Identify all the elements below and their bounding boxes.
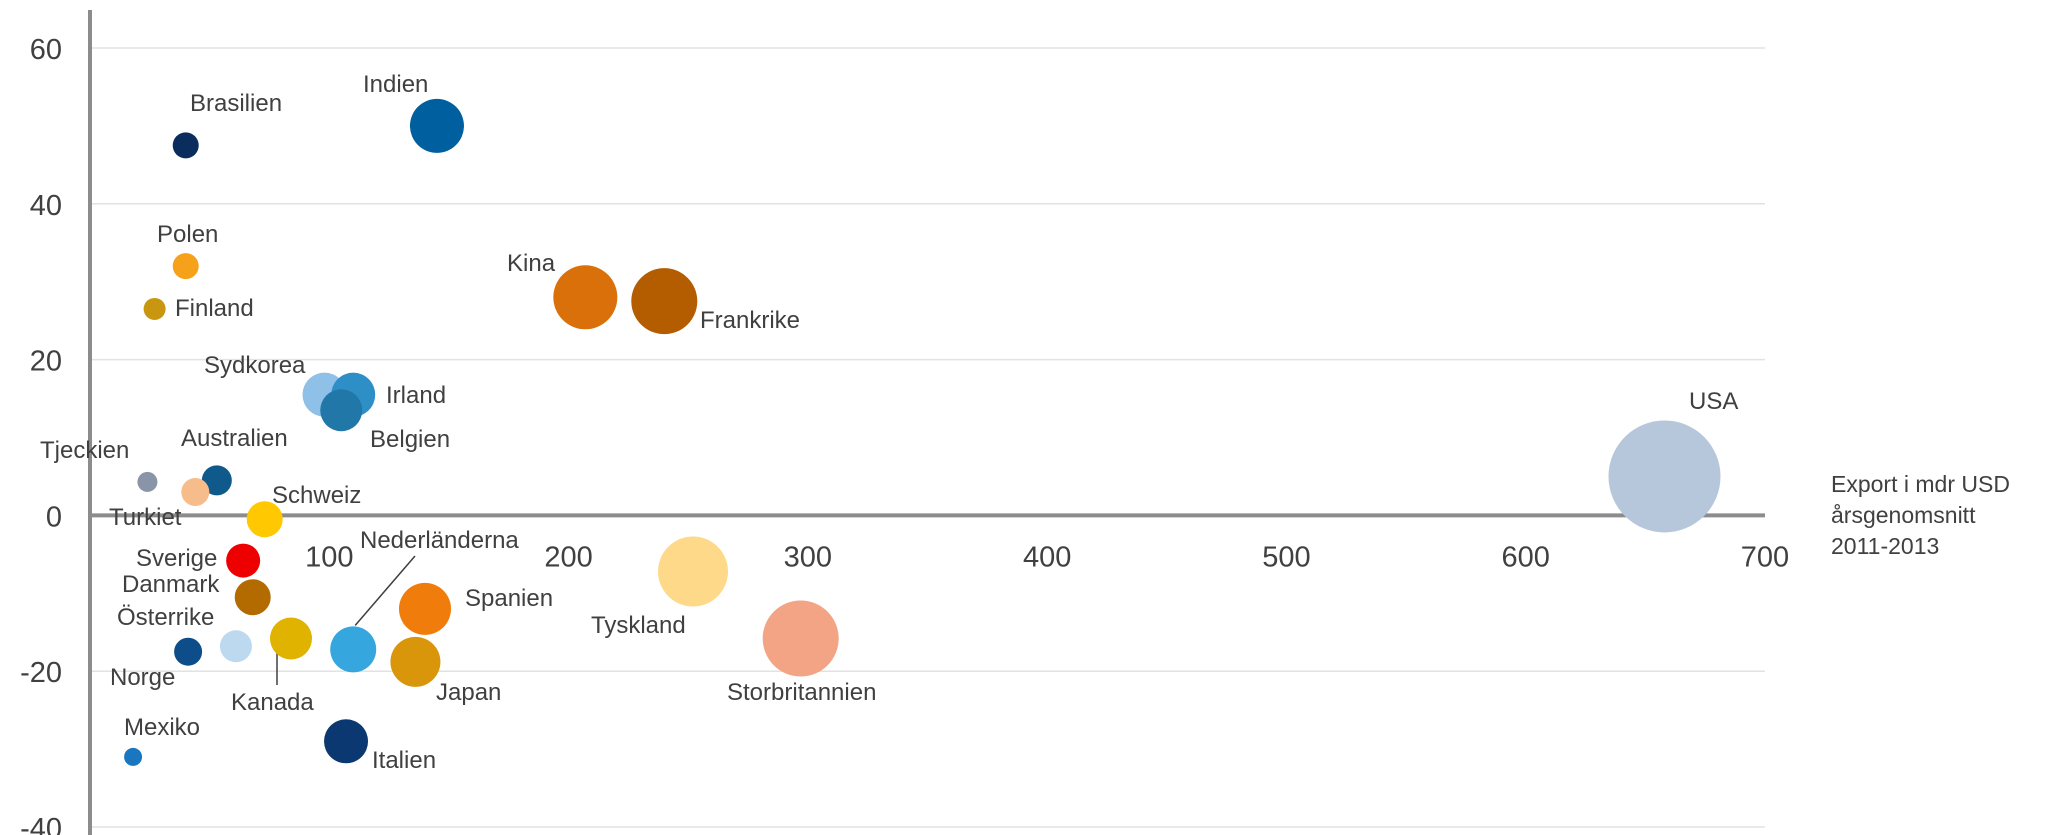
x-tick-label: 500: [1262, 541, 1310, 573]
bubble-usa: [1608, 420, 1721, 533]
label-irland: Irland: [386, 382, 446, 409]
y-tick-label: 40: [30, 190, 62, 222]
bubble--sterrike: [219, 630, 252, 663]
x-axis-note: Export i mdr USD årsgenomsnitt 2011-2013: [1831, 471, 2016, 559]
label-tjeckien: Tjeckien: [40, 437, 129, 464]
x-axis-note-line-2: årsgenomsnitt: [1831, 502, 1976, 528]
leader-nederlanderna: [354, 555, 416, 626]
bubble-kanada: [270, 617, 312, 660]
bubble-danmark: [234, 579, 271, 616]
label-australien: Australien: [181, 425, 288, 452]
label-spanien: Spanien: [465, 585, 553, 612]
bubble-frankrike: [631, 268, 698, 335]
bubble-turkiet: [181, 478, 210, 507]
label-norge: Norge: [110, 664, 175, 691]
x-tick-label: 100: [305, 541, 353, 573]
label-mexiko: Mexiko: [124, 714, 200, 741]
bubble-tjeckien: [137, 471, 158, 492]
bubble-italien: [324, 719, 369, 764]
bubble-schweiz: [246, 501, 283, 538]
x-tick-label: 200: [544, 541, 592, 573]
bubble-sverige: [226, 543, 261, 578]
label-polen: Polen: [157, 221, 218, 248]
label-brasilien: Brasilien: [190, 90, 282, 117]
x-tick-label: 700: [1741, 541, 1789, 573]
label-belgien: Belgien: [370, 426, 450, 453]
label-danmark: Danmark: [122, 571, 220, 598]
label-indien: Indien: [363, 71, 428, 98]
bubble-storbritannien: [762, 600, 839, 677]
x-axis-note-line-3: 2011-2013: [1831, 533, 1939, 559]
gridlines: [90, 47, 1765, 828]
label-frankrike: Frankrike: [700, 307, 800, 334]
bubble-mexiko: [124, 747, 143, 766]
bubble-tyskland: [658, 536, 728, 607]
x-tick-label: 400: [1023, 541, 1071, 573]
label-nederl-nderna: Nederländerna: [360, 527, 519, 554]
bubble-indien: [409, 98, 464, 153]
label-kina: Kina: [507, 250, 556, 277]
x-axis-note-line-1: Export i mdr USD: [1831, 471, 2010, 497]
label--sterrike: Österrike: [117, 604, 214, 631]
bubbles: [124, 98, 1721, 766]
label-storbritannien: Storbritannien: [727, 679, 876, 706]
bubble-japan: [390, 636, 441, 687]
label-sydkorea: Sydkorea: [204, 352, 306, 379]
bubble-brasilien: [172, 132, 199, 159]
label-kanada: Kanada: [231, 689, 314, 716]
bubble-nederl-nderna: [330, 626, 377, 673]
bubble-polen: [172, 253, 199, 280]
label-tyskland: Tyskland: [591, 612, 686, 639]
bubble-labels: Brasilien Indien Polen Finland Kina Frankrike…: [40, 71, 1738, 774]
label-finland: Finland: [175, 295, 254, 322]
x-tick-label: 600: [1502, 541, 1550, 573]
y-tick-label: 60: [30, 34, 62, 66]
bubble-finland: [143, 297, 166, 320]
label-japan: Japan: [436, 679, 501, 706]
bubble-belgien: [320, 389, 363, 432]
bubble-australien: [201, 465, 232, 496]
y-tick-label: 20: [30, 346, 62, 378]
x-tick-label: 300: [784, 541, 832, 573]
y-tick-label: 0: [46, 501, 62, 533]
bubble-norge: [174, 637, 203, 666]
label-usa: USA: [1689, 388, 1738, 415]
bubble-kina: [553, 265, 618, 330]
label-italien: Italien: [372, 747, 436, 774]
y-tick-label: -40: [20, 813, 62, 835]
bubble-spanien: [399, 582, 451, 635]
label-sverige: Sverige: [136, 545, 217, 572]
label-turkiet: Turkiet: [109, 504, 182, 531]
y-tick-label: -20: [20, 657, 62, 689]
label-schweiz: Schweiz: [272, 482, 361, 509]
